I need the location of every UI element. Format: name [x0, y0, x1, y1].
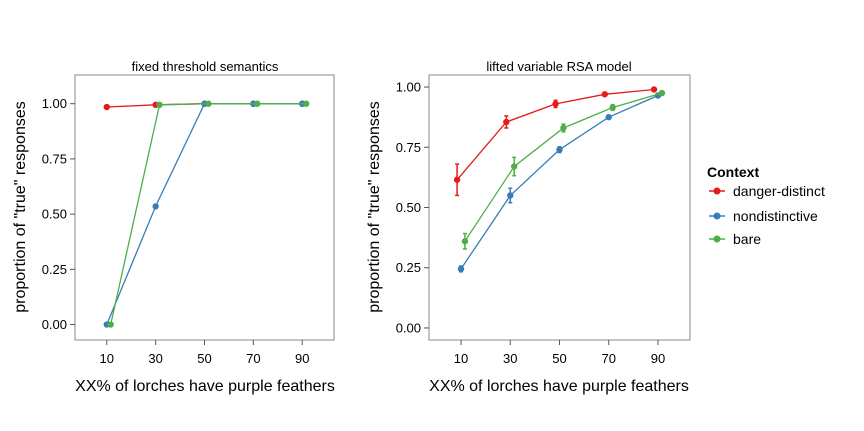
- legend-title: Context: [707, 164, 759, 180]
- data-point-bare: [658, 89, 666, 97]
- y-tick-label: 1.00: [42, 96, 67, 111]
- y-tick-label: 0.00: [396, 320, 421, 335]
- legend-key-dot: [713, 235, 721, 243]
- legend-label: danger-distinct: [733, 183, 825, 199]
- panel-title: fixed threshold semantics: [132, 59, 279, 74]
- data-point-nondistinctive: [556, 146, 563, 153]
- x-ticks: 10 30 50 70 90: [454, 340, 665, 366]
- x-tick-label: 50: [197, 351, 211, 366]
- series-line-nondistinctive: [106, 103, 303, 325]
- x-tick-label: 30: [148, 351, 162, 366]
- x-tick-label: 50: [552, 351, 566, 366]
- data-point-bare: [461, 238, 469, 245]
- data-point-danger-distinct: [650, 86, 658, 93]
- data-point-danger-distinct: [453, 176, 461, 183]
- legend-item-nondistinctive: nondistinctive: [709, 208, 818, 224]
- data-marks: [453, 86, 666, 273]
- data-point-bare: [254, 100, 261, 107]
- data-point-danger-distinct: [601, 91, 609, 98]
- data-point-nondistinctive: [605, 113, 612, 121]
- legend: Context danger-distinct nondistinctive b…: [707, 164, 825, 247]
- data-point-danger-distinct: [552, 100, 559, 108]
- y-tick-label: 1.00: [396, 80, 421, 95]
- data-point-bare: [302, 100, 310, 107]
- data-point-bare: [560, 124, 567, 132]
- data-point-nondistinctive: [507, 192, 514, 199]
- y-tick-label: 0.75: [396, 140, 421, 155]
- panel-fixed-threshold: fixed threshold semantics XX% of lorches…: [12, 59, 335, 395]
- plot-frame: [74, 74, 335, 341]
- legend-key-dot: [713, 187, 721, 195]
- legend-label: nondistinctive: [733, 208, 818, 224]
- data-point-bare: [107, 321, 114, 328]
- y-tick-label: 0.50: [42, 207, 67, 222]
- data-point-bare: [156, 101, 163, 109]
- y-tick-label: 0.75: [42, 151, 67, 166]
- data-point-bare: [609, 104, 616, 111]
- x-tick-label: 10: [100, 351, 114, 366]
- data-point-nondistinctive: [457, 265, 465, 273]
- data-point-danger-distinct: [503, 118, 510, 126]
- data-point-bare: [205, 100, 212, 107]
- y-ticks: 0.00 0.25 0.50 0.75 1.00: [396, 80, 429, 335]
- panel-title: lifted variable RSA model: [486, 59, 631, 74]
- y-tick-label: 0.25: [42, 262, 67, 277]
- y-axis-title: proportion of "true" responses: [12, 101, 29, 312]
- y-ticks: 0.00 0.25 0.50 0.75 1.00: [42, 96, 75, 332]
- y-tick-label: 0.50: [396, 200, 421, 215]
- legend-item-bare: bare: [709, 231, 761, 247]
- series-line-bare: [110, 103, 307, 325]
- x-tick-label: 90: [295, 351, 309, 366]
- y-axis-title: proportion of "true" responses: [366, 101, 383, 312]
- data-point-nondistinctive: [152, 203, 159, 210]
- y-tick-label: 0.25: [396, 260, 421, 275]
- data-point-bare: [510, 163, 518, 170]
- panel-lifted-rsa: lifted variable RSA model XX% of lorches…: [366, 59, 691, 395]
- legend-key-dot: [713, 212, 721, 220]
- data-point-danger-distinct: [103, 103, 110, 111]
- x-ticks: 10 30 50 70 90: [100, 340, 309, 366]
- legend-item-danger-distinct: danger-distinct: [709, 183, 825, 199]
- x-tick-label: 70: [246, 351, 260, 366]
- series-line-nondistinctive: [460, 94, 659, 270]
- y-tick-label: 0.00: [42, 317, 67, 332]
- data-marks: [103, 100, 310, 328]
- x-tick-label: 30: [503, 351, 517, 366]
- legend-label: bare: [733, 231, 761, 247]
- x-axis-title: XX% of lorches have purple feathers: [75, 378, 335, 395]
- plot-frame: [428, 74, 691, 341]
- x-tick-label: 70: [602, 351, 616, 366]
- x-tick-label: 10: [454, 351, 468, 366]
- x-tick-label: 90: [651, 351, 665, 366]
- x-axis-title: XX% of lorches have purple feathers: [429, 378, 689, 395]
